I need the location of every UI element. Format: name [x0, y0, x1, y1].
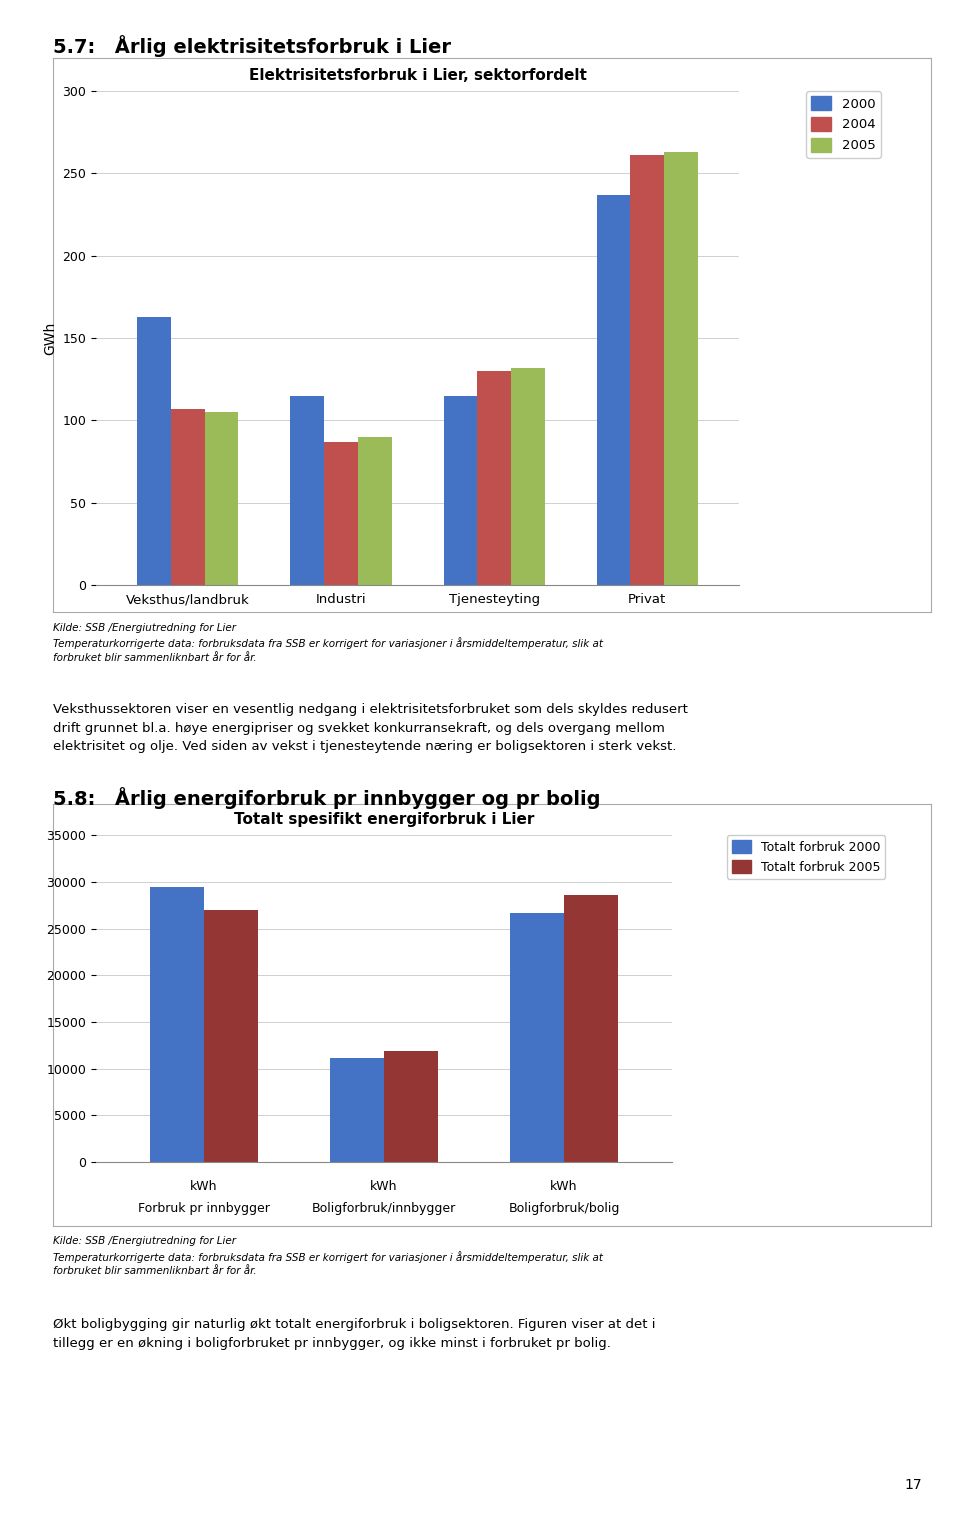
Text: kWh: kWh: [550, 1180, 578, 1194]
Bar: [330, 1059, 384, 1162]
Bar: [564, 895, 618, 1162]
Legend: 2000, 2004, 2005: 2000, 2004, 2005: [806, 91, 880, 158]
Text: Kilde: SSB /Energiutredning for Lier
Temperaturkorrigerte data: forbruksdata fra: Kilde: SSB /Energiutredning for Lier Tem…: [53, 1236, 603, 1276]
Y-axis label: GWh: GWh: [43, 322, 57, 354]
Bar: [204, 910, 258, 1162]
Text: 17: 17: [904, 1478, 922, 1492]
Text: 5.7: Årlig elektrisitetsforbruk i Lier: 5.7: Årlig elektrisitetsforbruk i Lier: [53, 35, 451, 56]
Bar: [171, 409, 204, 585]
Text: Forbruk pr innbygger: Forbruk pr innbygger: [138, 1202, 270, 1215]
Bar: [291, 395, 324, 585]
Text: Boligforbruk/bolig: Boligforbruk/bolig: [508, 1202, 620, 1215]
Title: Totalt spesifikt energiforbruk i Lier: Totalt spesifikt energiforbruk i Lier: [234, 813, 534, 828]
Title: Elektrisitetsforbruk i Lier, sektorfordelt: Elektrisitetsforbruk i Lier, sektorforde…: [249, 68, 587, 84]
Text: Kilde: SSB /Energiutredning for Lier
Temperaturkorrigerte data: forbruksdata fra: Kilde: SSB /Energiutredning for Lier Tem…: [53, 623, 603, 662]
Bar: [510, 913, 564, 1162]
Text: 5.8: Årlig energiforbruk pr innbygger og pr bolig: 5.8: Årlig energiforbruk pr innbygger og…: [53, 787, 600, 808]
Bar: [664, 152, 698, 585]
Bar: [137, 316, 171, 585]
Bar: [150, 887, 204, 1162]
Bar: [631, 155, 664, 585]
Bar: [204, 412, 238, 585]
Bar: [384, 1051, 438, 1162]
Bar: [477, 371, 511, 585]
Text: Veksthussektoren viser en vesentlig nedgang i elektrisitetsforbruket som dels sk: Veksthussektoren viser en vesentlig nedg…: [53, 703, 687, 753]
Bar: [324, 442, 358, 585]
Bar: [358, 437, 392, 585]
Text: Boligforbruk/innbygger: Boligforbruk/innbygger: [312, 1202, 456, 1215]
Legend: Totalt forbruk 2000, Totalt forbruk 2005: Totalt forbruk 2000, Totalt forbruk 2005: [727, 835, 885, 880]
Bar: [597, 194, 631, 585]
Bar: [444, 395, 477, 585]
Text: Økt boligbygging gir naturlig økt totalt energiforbruk i boligsektoren. Figuren : Økt boligbygging gir naturlig økt totalt…: [53, 1318, 656, 1350]
Bar: [511, 368, 544, 585]
Text: kWh: kWh: [371, 1180, 397, 1194]
Text: kWh: kWh: [190, 1180, 218, 1194]
